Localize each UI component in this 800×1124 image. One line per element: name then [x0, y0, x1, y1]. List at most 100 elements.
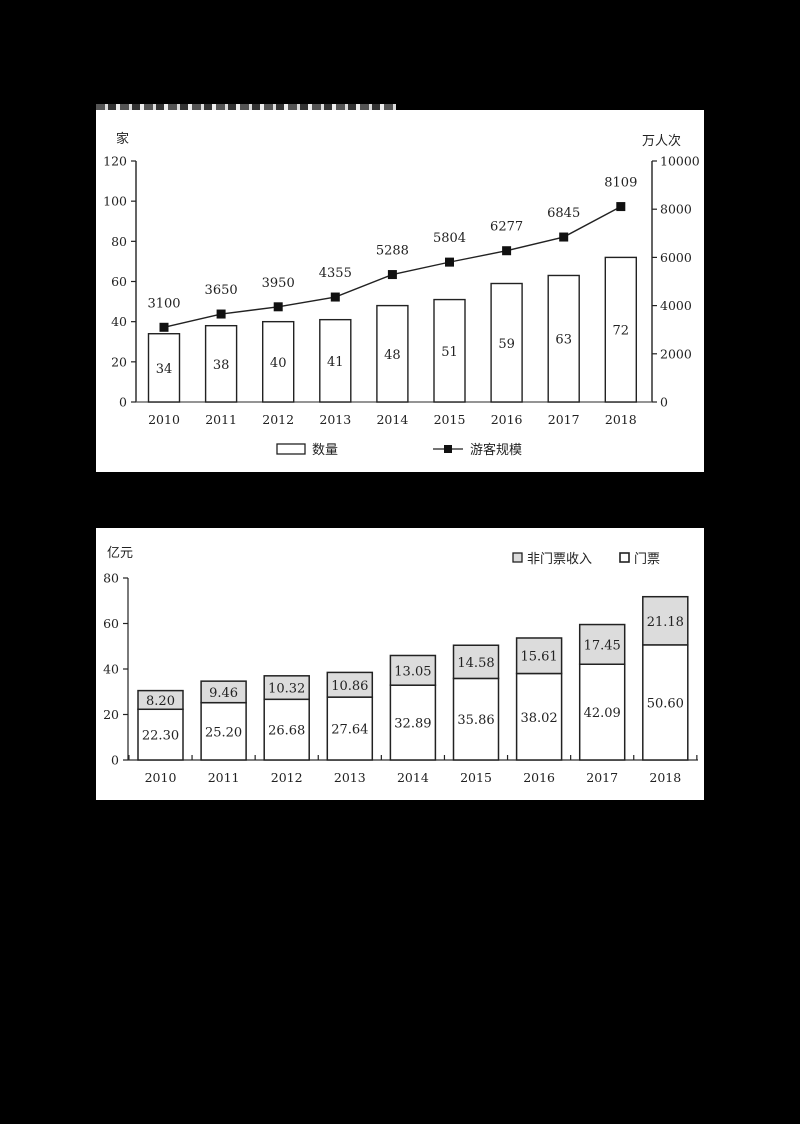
cropped-title-strip [96, 104, 396, 112]
bar [604, 256, 637, 403]
x-tick-label: 2010 [148, 412, 180, 427]
ticket-bar [389, 684, 437, 761]
right-tick-label: 0 [660, 395, 668, 410]
line-value-label: 5804 [433, 231, 466, 246]
axes: 0 20 40 60 80 100 120 0 2000 4000 6000 8000 10000 201… [103, 154, 700, 428]
y-tick-label: 80 [103, 571, 119, 586]
bar [262, 320, 295, 403]
left-tick-label: 120 [103, 154, 127, 169]
nonticket-value-label: 21.18 [647, 615, 684, 630]
axes: 0 20 40 60 80 2010 2011 2012 2013 2014 2015 2016 201… [103, 571, 698, 785]
chart-panel-revenue: 亿元 非门票收入 门票 0 20 40 60 80 2010 2011 2012 2013 201… [96, 528, 704, 800]
x-tick-label: 2013 [334, 770, 366, 785]
x-tick-label: 2018 [649, 770, 681, 785]
square-marker-icon [273, 302, 283, 312]
legend-nonticket-swatch [512, 552, 523, 563]
line-series: 3100 3650 3950 4355 5288 5804 6277 6845 8109 [147, 176, 637, 332]
nonticket-value-label: 15.61 [520, 650, 557, 665]
bar [490, 282, 523, 403]
line-value-label: 4355 [319, 266, 352, 281]
nonticket-bar [326, 671, 374, 698]
bar-value-label: 38 [213, 358, 230, 373]
left-tick-label: 0 [119, 395, 127, 410]
nonticket-value-label: 10.32 [268, 682, 305, 697]
x-tick-label: 2014 [376, 412, 408, 427]
legend-ticket-swatch [619, 552, 630, 563]
right-tick-label: 6000 [660, 250, 692, 265]
bar-value-label: 40 [270, 356, 287, 371]
square-marker-icon [616, 202, 626, 212]
ticket-value-label: 27.64 [331, 723, 368, 738]
ticket-value-label: 22.30 [142, 729, 179, 744]
bar-value-label: 41 [327, 355, 344, 370]
square-marker-icon [330, 292, 340, 302]
stacked-bar-chart: 亿元 非门票收入 门票 0 20 40 60 80 2010 2011 2012 2013 201… [103, 546, 698, 785]
left-tick-label: 60 [111, 274, 127, 289]
nonticket-bar [200, 680, 247, 704]
right-tick-label: 8000 [660, 202, 692, 217]
bar [547, 274, 580, 403]
x-tick-label: 2012 [271, 770, 303, 785]
legend-line-label: 游客规模 [470, 442, 522, 458]
left-tick-label: 100 [103, 194, 127, 209]
bar-series: 22.30 8.20 25.20 9.46 26.68 10.32 27.64 10.86 32… [137, 595, 689, 761]
left-axis-unit: 家 [116, 131, 129, 147]
legend: 数量 游客规模 [276, 442, 522, 458]
square-marker-icon [445, 257, 454, 267]
ticket-bar [263, 698, 310, 761]
y-tick-label: 20 [103, 707, 119, 722]
line-value-label: 3950 [262, 276, 295, 291]
ticket-bar [515, 672, 563, 761]
ticket-value-label: 26.68 [268, 724, 305, 739]
legend-bar-swatch [276, 443, 306, 455]
nonticket-value-label: 9.46 [209, 686, 238, 701]
bar [204, 324, 238, 403]
bar [147, 333, 181, 403]
y-tick-label: 60 [103, 616, 119, 631]
x-tick-label: 2018 [605, 412, 637, 427]
nonticket-bar [389, 654, 437, 686]
bar-value-label: 59 [498, 337, 515, 352]
nonticket-value-label: 10.86 [331, 679, 368, 694]
left-tick-label: 40 [111, 314, 127, 329]
y-tick-label: 0 [111, 753, 119, 768]
x-tick-label: 2013 [319, 412, 351, 427]
chart-panel-scenic-count-visitors: 家 万人次 0 20 40 60 80 100 120 0 2000 4000 6000 8000 10… [96, 110, 704, 472]
legend-nonticket-label: 非门票收入 [527, 552, 592, 567]
x-tick-label: 2015 [460, 770, 492, 785]
nonticket-bar [452, 644, 500, 680]
y-tick-label: 40 [103, 662, 119, 677]
x-tick-label: 2011 [208, 770, 240, 785]
square-marker-icon [559, 232, 569, 242]
bar-value-label: 34 [156, 362, 173, 377]
nonticket-value-label: 8.20 [146, 694, 175, 709]
line-value-label: 6277 [490, 220, 523, 235]
ticket-value-label: 38.02 [520, 711, 557, 726]
right-axis-unit: 万人次 [642, 133, 681, 149]
right-tick-label: 2000 [660, 346, 692, 361]
nonticket-value-label: 14.58 [457, 656, 494, 671]
line-value-label: 3650 [205, 283, 238, 298]
left-tick-label: 80 [111, 234, 127, 249]
line-value-label: 5288 [376, 244, 409, 259]
x-tick-label: 2014 [397, 770, 429, 785]
ticket-value-label: 32.89 [394, 717, 431, 732]
combo-chart: 家 万人次 0 20 40 60 80 100 120 0 2000 4000 6000 8000 10… [103, 131, 700, 458]
ticket-bar [642, 644, 689, 761]
line-value-label: 3100 [147, 296, 180, 311]
ticket-value-label: 50.60 [647, 696, 684, 711]
y-axis-unit: 亿元 [107, 546, 133, 561]
ticket-value-label: 42.09 [584, 706, 621, 721]
left-tick-label: 20 [111, 354, 127, 369]
bar-value-label: 51 [441, 345, 458, 360]
legend-ticket-label: 门票 [634, 552, 660, 567]
nonticket-value-label: 17.45 [584, 638, 621, 653]
x-tick-label: 2017 [548, 412, 580, 427]
nonticket-bar [578, 623, 626, 665]
x-tick-label: 2016 [491, 412, 523, 427]
line-value-label: 8109 [604, 176, 637, 191]
x-tick-label: 2012 [262, 412, 294, 427]
right-tick-label: 4000 [660, 298, 692, 313]
line-value-label: 6845 [547, 206, 580, 221]
bar [376, 304, 409, 403]
